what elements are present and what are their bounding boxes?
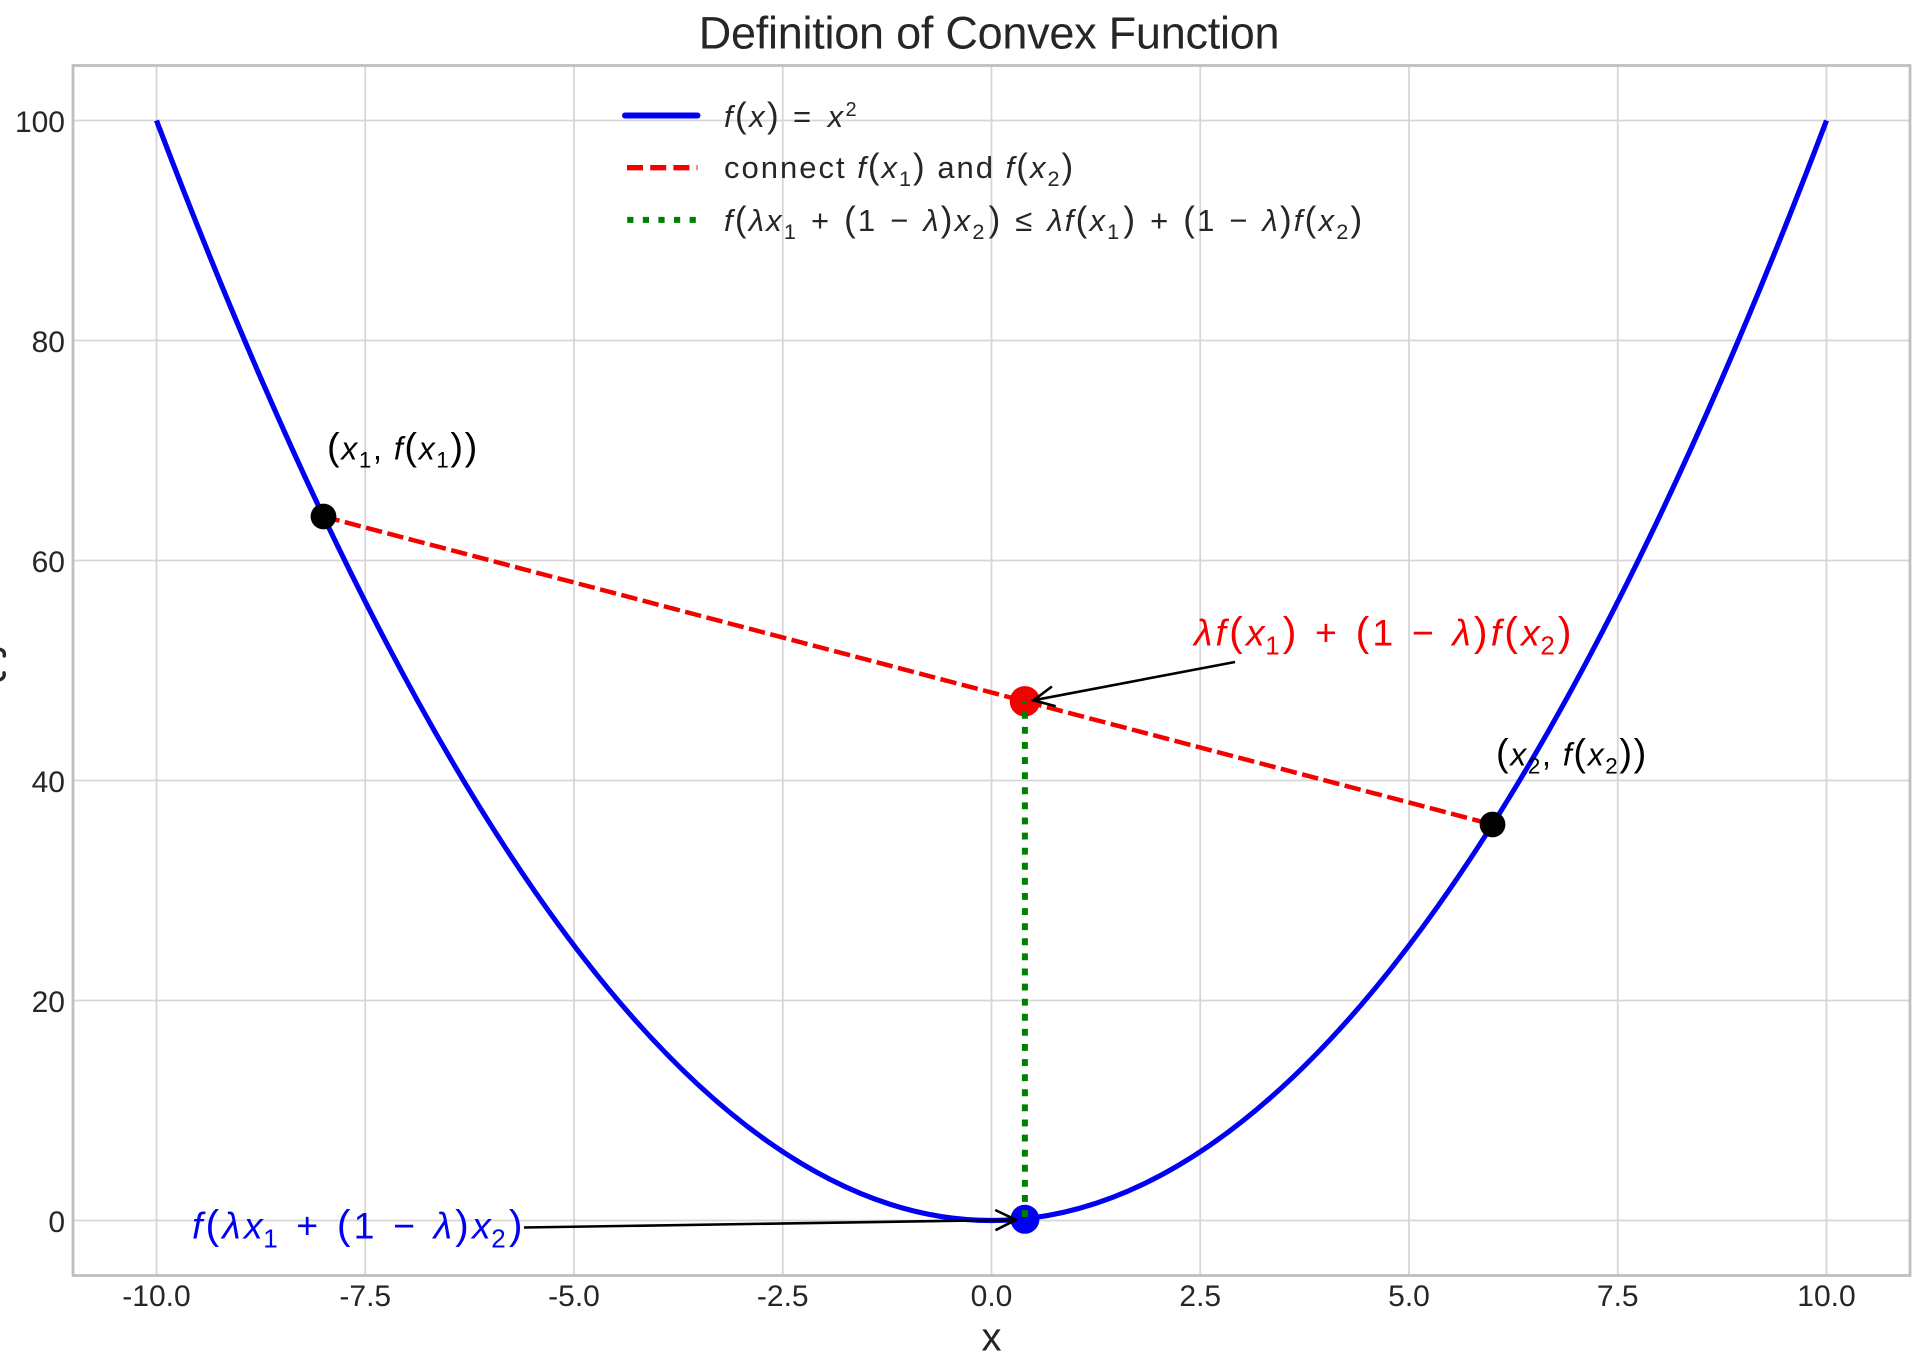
svg-text:Definition of Convex Function: Definition of Convex Function [699, 8, 1280, 59]
svg-text:f(λx1 + (1 − λ)x2) ≤ λf(x1) +: f(λx1 + (1 − λ)x2) ≤ λf(x1) + (1 − λ)f(x… [724, 200, 1364, 244]
svg-text:20: 20 [32, 986, 65, 1019]
svg-text:λf(x1) + (1 − λ)f(x2): λf(x1) + (1 − λ)f(x2) [1192, 609, 1575, 661]
svg-text:-7.5: -7.5 [339, 1280, 391, 1313]
svg-text:connect f(x1) and f(x2): connect f(x1) and f(x2) [724, 147, 1075, 191]
svg-text:40: 40 [32, 766, 65, 799]
svg-text:f(λx1 + (1 − λ)x2): f(λx1 + (1 − λ)x2) [192, 1202, 526, 1254]
svg-text:7.5: 7.5 [1597, 1280, 1639, 1313]
svg-text:-5.0: -5.0 [548, 1280, 600, 1313]
svg-text:0: 0 [48, 1206, 65, 1239]
svg-text:-10.0: -10.0 [122, 1280, 190, 1313]
svg-text:0.0: 0.0 [971, 1280, 1013, 1313]
svg-text:-2.5: -2.5 [757, 1280, 809, 1313]
svg-text:60: 60 [32, 546, 65, 579]
svg-text:(x1, f(x1)): (x1, f(x1)) [327, 427, 479, 473]
svg-text:10.0: 10.0 [1797, 1280, 1855, 1313]
svg-text:100: 100 [15, 106, 65, 139]
svg-text:(x2, f(x2)): (x2, f(x2)) [1496, 733, 1648, 779]
svg-text:x: x [982, 1316, 1002, 1360]
svg-text:80: 80 [32, 326, 65, 359]
svg-text:5.0: 5.0 [1388, 1280, 1430, 1313]
svg-text:f(x) = x2: f(x) = x2 [724, 96, 859, 135]
svg-text:2.5: 2.5 [1179, 1280, 1221, 1313]
